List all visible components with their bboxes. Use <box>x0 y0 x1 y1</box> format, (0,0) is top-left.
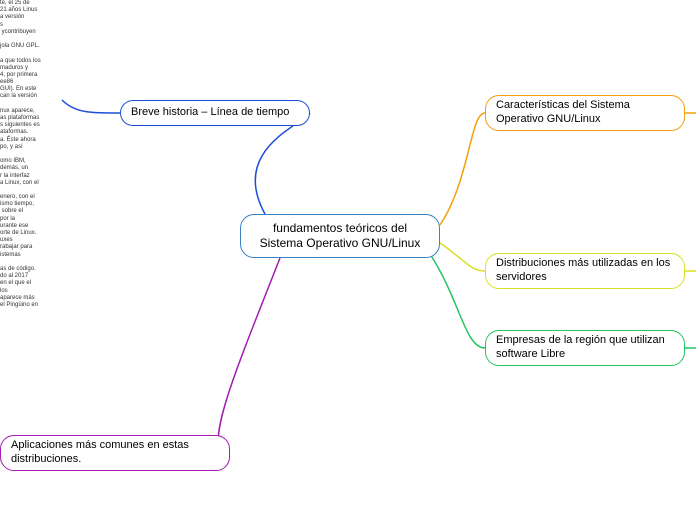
node-caract-label: Características del Sistema Operativo GN… <box>496 99 674 127</box>
center-node[interactable]: fundamentos teóricos del Sistema Operati… <box>240 214 440 258</box>
node-apps-label: Aplicaciones más comunes en estas distri… <box>11 439 219 467</box>
node-history[interactable]: Breve historia – Línea de tiempo <box>120 100 310 126</box>
edge-distros <box>440 243 485 271</box>
node-caract[interactable]: Características del Sistema Operativo GN… <box>485 95 685 131</box>
edge-history-out <box>62 100 120 113</box>
node-apps[interactable]: Aplicaciones más comunes en estas distri… <box>0 435 230 471</box>
center-node-label: fundamentos teóricos del Sistema Operati… <box>251 221 429 251</box>
node-empresas-label: Empresas de la región que utilizan softw… <box>496 334 674 362</box>
edge-apps <box>218 258 280 453</box>
node-history-label: Breve historia – Línea de tiempo <box>131 106 289 120</box>
edge-empresas <box>430 254 485 348</box>
edge-history <box>255 113 310 214</box>
node-empresas[interactable]: Empresas de la región que utilizan softw… <box>485 330 685 366</box>
node-distros-label: Distribuciones más utilizadas en los ser… <box>496 257 674 285</box>
node-distros[interactable]: Distribuciones más utilizadas en los ser… <box>485 253 685 289</box>
edge-caract <box>440 113 485 225</box>
overflow-text-left: te, el 25 de 21 años Linus a versión s y… <box>0 0 62 309</box>
